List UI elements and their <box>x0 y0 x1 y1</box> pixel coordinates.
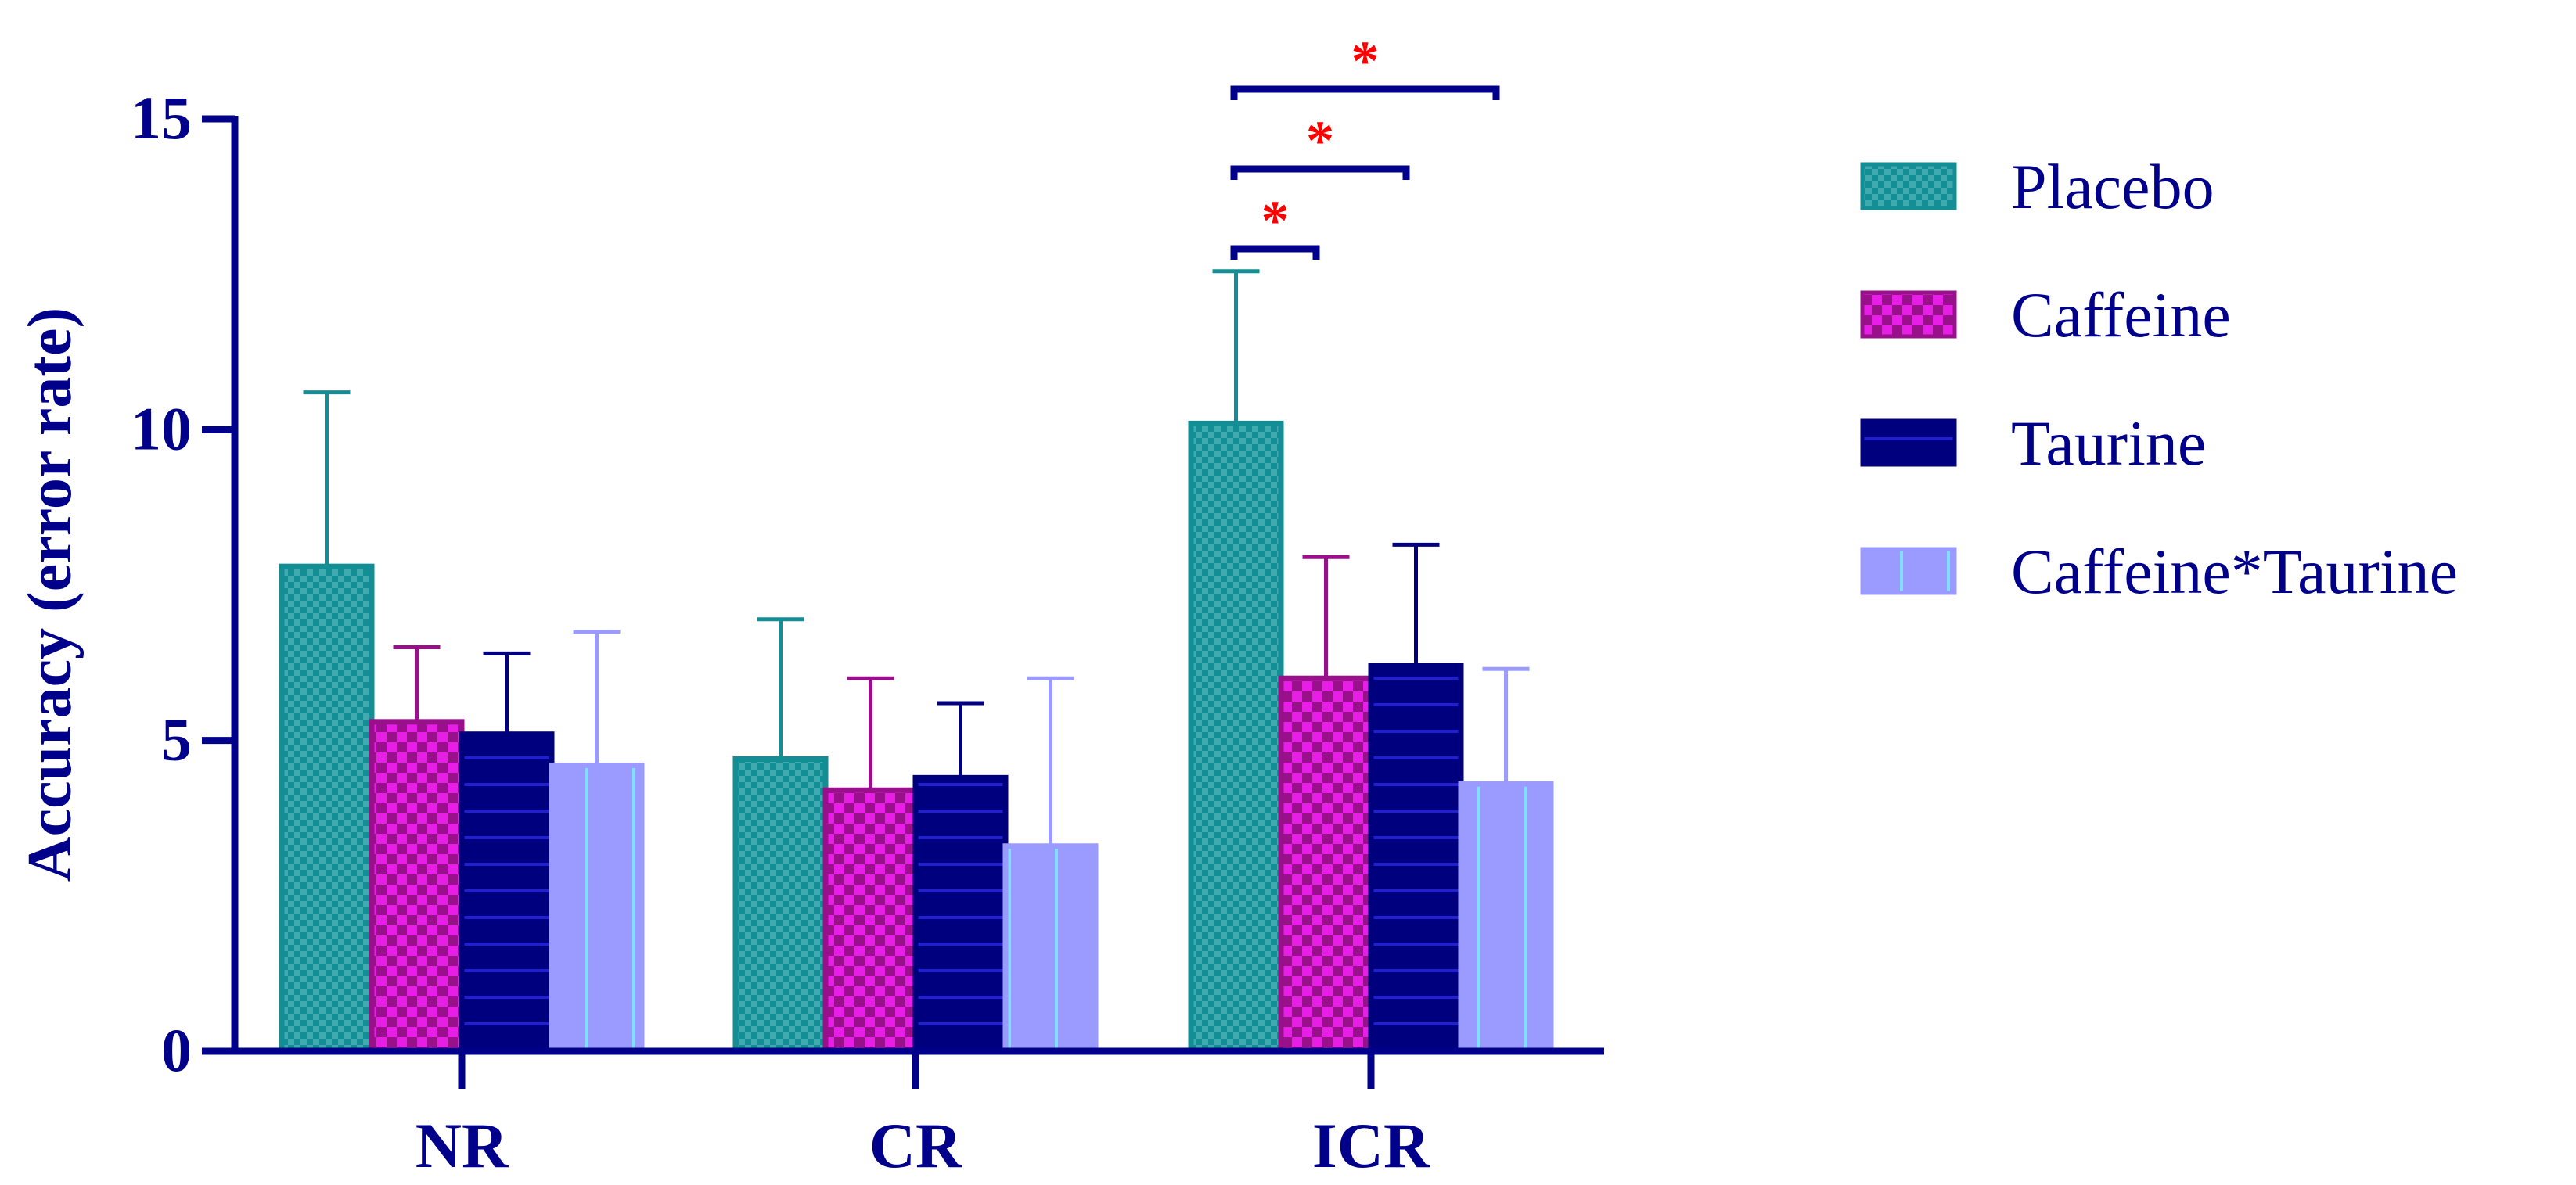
significance-annotations: * * * <box>1230 30 1500 260</box>
bar-placebo-nr <box>279 563 375 1054</box>
y-tick-label: 15 <box>131 84 192 152</box>
legend-label: Placebo <box>2011 151 2214 222</box>
legend-label: Caffeine <box>2011 279 2231 350</box>
bar-placebo-icr <box>1188 420 1284 1054</box>
y-tick-label: 0 <box>161 1016 192 1084</box>
significance-bracket <box>1230 245 1320 260</box>
x-tick-label: CR <box>869 1110 962 1181</box>
bar-taurine-icr <box>1368 663 1464 1054</box>
legend-label: Caffeine*Taurine <box>2011 536 2458 607</box>
legend-swatch-placebo <box>1860 162 1957 210</box>
bar-caffeine-taurine-icr <box>1458 781 1554 1054</box>
plot-area: 0 5 10 15 NR CR ICR Accuracy (error rate) <box>16 84 1604 1181</box>
bar-placebo-cr <box>732 756 829 1054</box>
bar-taurine-cr <box>912 774 1009 1054</box>
legend-swatch-caffeine-taurine <box>1860 547 1957 595</box>
bar-caffeine-taurine-nr <box>549 762 645 1054</box>
significance-bracket <box>1230 85 1500 100</box>
bar-taurine-nr <box>459 731 555 1054</box>
significance-star: * <box>1306 110 1334 172</box>
x-tick-label: NR <box>416 1110 509 1181</box>
y-tick-label: 5 <box>161 706 192 774</box>
y-tick-label: 10 <box>131 394 192 462</box>
bar-caffeine-cr <box>822 787 919 1054</box>
bar-caffeine-taurine-cr <box>1002 843 1099 1054</box>
bar-caffeine-nr <box>369 719 465 1054</box>
legend-swatch-caffeine <box>1860 290 1957 339</box>
significance-bracket <box>1230 165 1410 180</box>
legend: Placebo Caffeine Taurine Caffeine*Taurine <box>1860 151 2458 607</box>
legend-label: Taurine <box>2011 408 2206 479</box>
bar-caffeine-icr <box>1278 675 1374 1054</box>
legend-swatch-taurine <box>1860 418 1957 467</box>
significance-star: * <box>1351 30 1380 92</box>
y-axis-label: Accuracy (error rate) <box>16 307 85 882</box>
significance-star: * <box>1261 189 1290 252</box>
x-tick-label: ICR <box>1312 1110 1430 1181</box>
